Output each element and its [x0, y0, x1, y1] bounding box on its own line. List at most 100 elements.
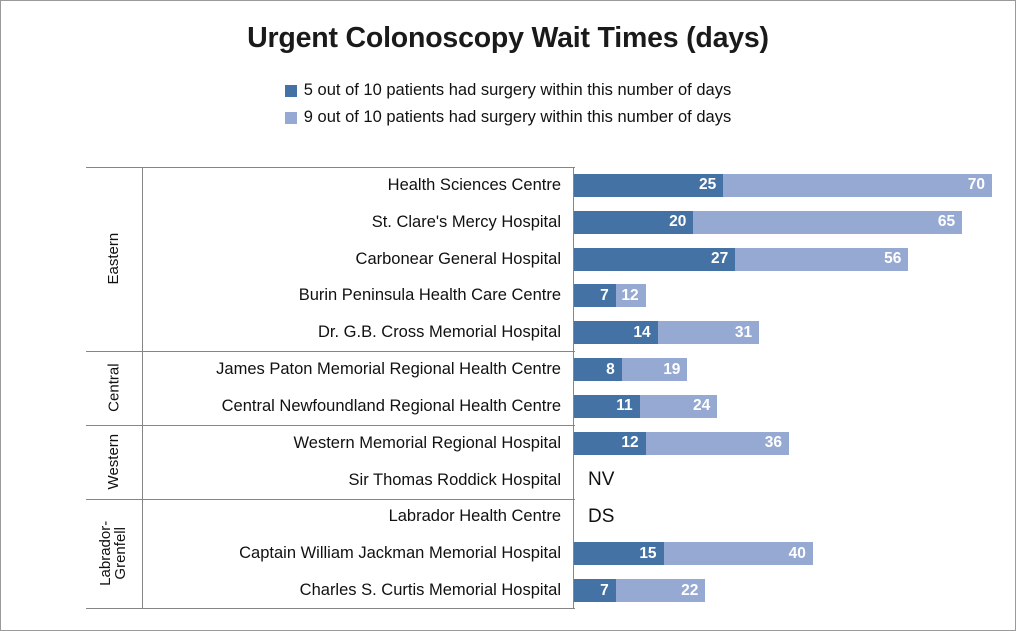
category-axis-line — [573, 167, 574, 609]
bar-segment-p90: 65 — [693, 210, 963, 234]
bar-row: Carbonear General Hospital 27 56 — [86, 241, 991, 278]
bar-row: Central Newfoundland Regional Health Cen… — [86, 388, 991, 425]
chart-legend: 5 out of 10 patients had surgery within … — [1, 77, 1015, 131]
plot-area: Eastern Central Western Labrador- Grenfell H… — [86, 167, 992, 609]
plot-top-border — [86, 167, 575, 168]
stacked-bar: 14 31 — [574, 321, 760, 345]
bar-segment-p90: 56 — [735, 247, 909, 271]
bar-row: Health Sciences Centre 25 70 — [86, 167, 992, 204]
bar-value-median: 20 — [669, 213, 687, 231]
bar-row: Dr. G.B. Cross Memorial Hospital 14 31 — [86, 314, 991, 351]
legend-item-median: 5 out of 10 patients had surgery within … — [1, 77, 1015, 104]
bar-container: 12 36 — [574, 425, 789, 462]
chart-title: Urgent Colonoscopy Wait Times (days) — [247, 22, 769, 54]
bar-row: Captain William Jackman Memorial Hospita… — [86, 535, 991, 572]
hospital-name-label: James Paton Memorial Regional Health Cen… — [216, 360, 561, 379]
region-gutter-line — [142, 167, 143, 609]
hospital-name-label: Carbonear General Hospital — [355, 249, 561, 268]
bar-value-median: 8 — [606, 360, 615, 378]
legend-swatch-p90 — [284, 111, 297, 124]
bar-segment-median: 20 — [574, 210, 694, 234]
bar-container: 11 24 — [574, 388, 718, 425]
stacked-bar: 15 40 — [574, 542, 813, 566]
bar-segment-median: 7 — [574, 579, 616, 603]
hospital-name-label: Central Newfoundland Regional Health Cen… — [221, 396, 561, 415]
bar-row: Charles S. Curtis Memorial Hospital 7 22 — [86, 572, 991, 609]
hospital-name-label: Burin Peninsula Health Care Centre — [298, 286, 561, 305]
legend-label-median: 5 out of 10 patients had surgery within … — [303, 81, 732, 99]
bar-value-p90: 12 — [621, 286, 639, 304]
bar-segment-p90: 40 — [663, 542, 813, 566]
legend-label-p90: 9 out of 10 patients had surgery within … — [303, 108, 732, 126]
bar-value-p90: 19 — [663, 360, 681, 378]
bar-value-p90: 65 — [937, 213, 956, 231]
bar-segment-median: 27 — [574, 247, 736, 271]
bar-container: 14 31 — [574, 314, 760, 351]
bar-segment-p90: 31 — [657, 321, 760, 345]
bar-segment-p90: 36 — [645, 431, 789, 455]
bar-value-median: 7 — [600, 581, 609, 599]
hospital-name-label: Charles S. Curtis Memorial Hospital — [299, 581, 561, 600]
bar-value-p90: 31 — [734, 323, 753, 341]
bar-container: 7 12 — [574, 278, 646, 315]
bar-value-median: 27 — [710, 250, 729, 268]
bar-value-median: 11 — [616, 397, 633, 415]
legend-item-p90: 9 out of 10 patients had surgery within … — [1, 104, 1015, 131]
stacked-bar: 11 24 — [574, 394, 718, 418]
stacked-bar: 8 19 — [574, 358, 688, 382]
hospital-name-label: Labrador Health Centre — [388, 507, 561, 526]
bar-container: 25 70 — [574, 167, 992, 204]
bar-segment-median: 25 — [574, 173, 724, 197]
bar-row: Western Memorial Regional Hospital 12 36 — [86, 425, 991, 462]
hospital-name-label: Dr. G.B. Cross Memorial Hospital — [318, 323, 561, 342]
stacked-bar: 20 65 — [574, 210, 963, 234]
bar-value-median: 15 — [639, 544, 657, 562]
region-divider — [86, 351, 575, 353]
stacked-bar: 25 70 — [574, 173, 992, 197]
bar-row: James Paton Memorial Regional Health Cen… — [86, 351, 991, 388]
region-divider — [86, 424, 575, 426]
bar-segment-p90: 70 — [723, 173, 992, 197]
bar-container: NV — [574, 462, 614, 499]
bar-value-p90: 24 — [693, 397, 711, 415]
bar-segment-p90: 19 — [621, 358, 688, 382]
bar-row: St. Clare's Mercy Hospital 20 65 — [86, 204, 991, 241]
plot-bottom-border — [86, 608, 575, 609]
bar-segment-p90: 12 — [615, 284, 646, 308]
no-data-note: DS — [588, 505, 615, 527]
bar-segment-median: 12 — [574, 431, 646, 455]
bar-value-p90: 22 — [681, 581, 699, 599]
no-data-note: NV — [588, 469, 615, 491]
stacked-bar: 27 56 — [574, 247, 909, 271]
bar-segment-median: 7 — [574, 284, 616, 308]
hospital-name-label: Health Sciences Centre — [387, 175, 561, 194]
legend-swatch-median — [284, 84, 297, 97]
bar-container: 20 65 — [574, 204, 963, 241]
bar-value-median: 7 — [600, 286, 609, 304]
bar-segment-median: 11 — [574, 394, 640, 418]
bar-value-p90: 56 — [884, 250, 902, 268]
stacked-bar: 7 12 — [574, 284, 646, 308]
bar-segment-median: 8 — [574, 358, 622, 382]
bar-container: 15 40 — [574, 535, 813, 572]
hospital-name-label: Western Memorial Regional Hospital — [293, 433, 561, 452]
bar-value-p90: 70 — [967, 176, 985, 194]
bar-container: 27 56 — [574, 241, 909, 278]
bar-segment-median: 15 — [574, 542, 664, 566]
bar-value-p90: 36 — [764, 434, 782, 452]
bar-row: Labrador Health Centre DS — [86, 499, 991, 536]
bar-value-p90: 40 — [788, 544, 806, 562]
hospital-name-label: Sir Thomas Roddick Hospital — [348, 470, 561, 489]
bar-container: 7 22 — [574, 572, 706, 609]
bar-row: Burin Peninsula Health Care Centre 7 12 — [86, 278, 991, 315]
bar-value-median: 25 — [699, 176, 717, 194]
bar-value-median: 14 — [633, 323, 651, 341]
bar-segment-p90: 22 — [615, 579, 706, 603]
stacked-bar: 12 36 — [574, 431, 789, 455]
region-divider — [86, 498, 575, 500]
bar-value-median: 12 — [621, 434, 639, 452]
bar-container: DS — [574, 499, 614, 536]
bar-segment-p90: 24 — [639, 394, 718, 418]
bar-segment-median: 14 — [574, 321, 658, 345]
